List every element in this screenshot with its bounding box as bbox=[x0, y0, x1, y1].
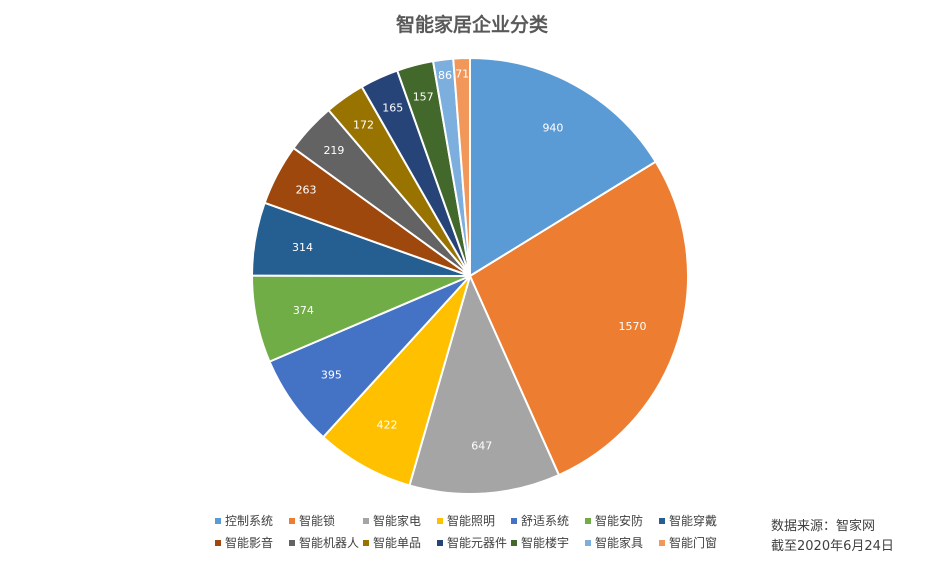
data-label-智能单品: 172 bbox=[353, 118, 374, 131]
legend-label: 智能门窗 bbox=[669, 536, 718, 550]
pie-slice-智能门窗 bbox=[452, 56, 471, 277]
legend-label: 智能穿戴 bbox=[669, 514, 718, 528]
legend-label: 智能安防 bbox=[595, 514, 644, 528]
legend-swatch bbox=[511, 539, 517, 546]
pie-slice-智能家电 bbox=[408, 273, 561, 495]
data-label-舒适系统: 395 bbox=[321, 368, 342, 381]
legend-label: 舒适系统 bbox=[521, 514, 570, 528]
legend-item: 智能穿戴 bbox=[659, 512, 733, 529]
data-label-智能锁: 1570 bbox=[618, 320, 646, 333]
legend-swatch bbox=[289, 517, 295, 524]
legend-swatch bbox=[363, 517, 369, 524]
data-date-line: 截至2020年6月24日 bbox=[771, 539, 894, 554]
legend-label: 智能楼宇 bbox=[521, 536, 570, 550]
pie-slice-控制系统 bbox=[469, 56, 658, 278]
data-label-智能穿戴: 314 bbox=[292, 241, 313, 254]
legend-item: 智能元器件 bbox=[437, 534, 511, 551]
legend-item: 智能锁 bbox=[289, 512, 363, 529]
data-label-智能影音: 263 bbox=[296, 184, 317, 197]
data-label-智能家具: 86 bbox=[438, 69, 452, 82]
legend-swatch bbox=[215, 517, 221, 524]
legend-label: 智能照明 bbox=[447, 514, 496, 528]
legend-item: 智能单品 bbox=[363, 534, 437, 551]
legend-label: 智能元器件 bbox=[447, 536, 508, 550]
data-label-智能家电: 647 bbox=[471, 440, 492, 453]
data-label-智能照明: 422 bbox=[376, 418, 397, 431]
chart-legend: 控制系统 智能锁 智能家电 智能照明 舒适系统 智能安防 智能穿戴智能影音 智能机器人 智能单品… bbox=[215, 512, 735, 551]
legend-item: 控制系统 bbox=[215, 512, 289, 529]
legend-item: 智能家具 bbox=[585, 534, 659, 551]
legend-label: 控制系统 bbox=[225, 514, 274, 528]
data-label-智能安防: 374 bbox=[293, 304, 314, 317]
legend-swatch bbox=[289, 539, 295, 546]
legend-swatch bbox=[437, 517, 443, 524]
legend-swatch bbox=[437, 539, 443, 546]
legend-label: 智能家电 bbox=[373, 514, 422, 528]
legend-swatch bbox=[585, 517, 591, 524]
legend-item: 智能楼宇 bbox=[511, 534, 585, 551]
legend-item: 智能机器人 bbox=[289, 534, 363, 551]
data-source-line: 数据来源：智家网 bbox=[771, 519, 876, 534]
data-label-智能元器件: 165 bbox=[382, 102, 403, 115]
legend-label: 智能机器人 bbox=[299, 536, 360, 550]
data-label-控制系统: 940 bbox=[542, 122, 563, 135]
legend-item: 智能家电 bbox=[363, 512, 437, 529]
legend-swatch bbox=[363, 539, 369, 546]
data-label-智能门窗: 71 bbox=[455, 67, 469, 80]
legend-swatch bbox=[511, 517, 517, 524]
legend-item: 智能门窗 bbox=[659, 534, 733, 551]
data-label-智能机器人: 219 bbox=[323, 144, 344, 157]
legend-swatch bbox=[215, 539, 221, 546]
pie-chart: 940 1570 647 422 395 374 314 263 219 172 165 157 86 7… bbox=[250, 56, 689, 495]
legend-label: 智能单品 bbox=[373, 536, 422, 550]
legend-item: 智能影音 bbox=[215, 534, 289, 551]
pie-slice-智能照明 bbox=[321, 275, 471, 487]
legend-swatch bbox=[585, 539, 591, 546]
legend-swatch bbox=[659, 539, 665, 546]
legend-label: 智能家具 bbox=[595, 536, 644, 550]
data-source-note: 数据来源：智家网 截至2020年6月24日 bbox=[771, 517, 894, 557]
legend-item: 舒适系统 bbox=[511, 512, 585, 529]
legend-swatch bbox=[659, 517, 665, 524]
legend-item: 智能安防 bbox=[585, 512, 659, 529]
legend-label: 智能锁 bbox=[299, 514, 336, 528]
legend-item: 智能照明 bbox=[437, 512, 511, 529]
data-label-智能楼宇: 157 bbox=[413, 91, 434, 104]
legend-label: 智能影音 bbox=[225, 536, 274, 550]
chart-title: 智能家居企业分类 bbox=[395, 14, 548, 36]
